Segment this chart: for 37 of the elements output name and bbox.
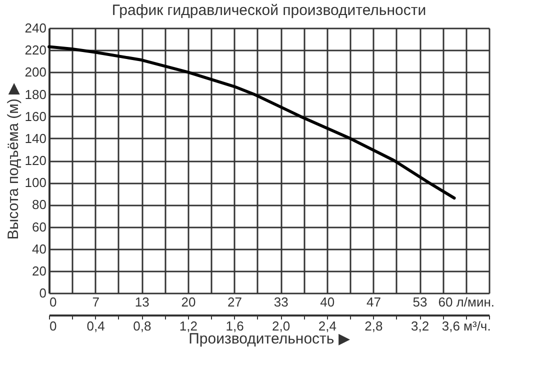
y-tick-label: 120 xyxy=(24,153,46,168)
x-tick-label: 3,6 м³/ч. xyxy=(442,318,491,334)
x-tick-label: 0 xyxy=(50,318,57,334)
x-tick-label: 2,8 xyxy=(364,318,383,334)
x-tick-label: 2,0 xyxy=(272,318,290,334)
y-tick-label: 160 xyxy=(24,108,46,124)
chart-title: График гидравлической производительности xyxy=(112,2,426,19)
line-series xyxy=(48,45,456,200)
y-tick-label: 100 xyxy=(24,175,46,190)
x-tick-label: 2,4 xyxy=(318,318,336,334)
y-tick-label: 180 xyxy=(24,86,46,102)
y-tick-label: 40 xyxy=(32,241,46,256)
y-tick-label: 60 xyxy=(32,219,46,234)
x2-tick-label: 7 xyxy=(92,294,100,310)
x-tick-label: 1,2 xyxy=(179,318,198,334)
x2-tick-label: 20 xyxy=(181,294,196,310)
x2-tick-label: 13 xyxy=(134,294,150,310)
y-tick-label: 140 xyxy=(24,130,46,146)
x2-tick-label: 27 xyxy=(228,294,242,310)
y-tick-label: 0 xyxy=(39,286,46,300)
y-tick-label: 240 xyxy=(24,20,46,36)
y-tick-label: 20 xyxy=(32,263,46,278)
x2-tick-label: 40 xyxy=(320,294,335,310)
y-tick-label: 80 xyxy=(32,197,46,212)
x-tick-label: 3,2 xyxy=(410,318,430,334)
y-axis-title: Высота подъёма (м) ▶ xyxy=(4,82,22,240)
y-tick-label: 200 xyxy=(24,64,46,80)
x2-tick-label: 0 xyxy=(50,294,57,310)
x2-tick-label: 60 л/мин. xyxy=(438,294,494,310)
y-tick-label: 220 xyxy=(24,42,46,58)
x2-tick-label: 33 xyxy=(274,294,288,310)
x-tick-label: 0,8 xyxy=(133,318,152,334)
x-tick-label: 0,4 xyxy=(86,318,105,334)
x-axis-title: Производительность ▶ xyxy=(188,330,350,348)
x-tick-label: 1,6 xyxy=(226,318,244,334)
x2-tick-label: 47 xyxy=(366,294,381,310)
x2-tick-label: 53 xyxy=(412,294,428,310)
